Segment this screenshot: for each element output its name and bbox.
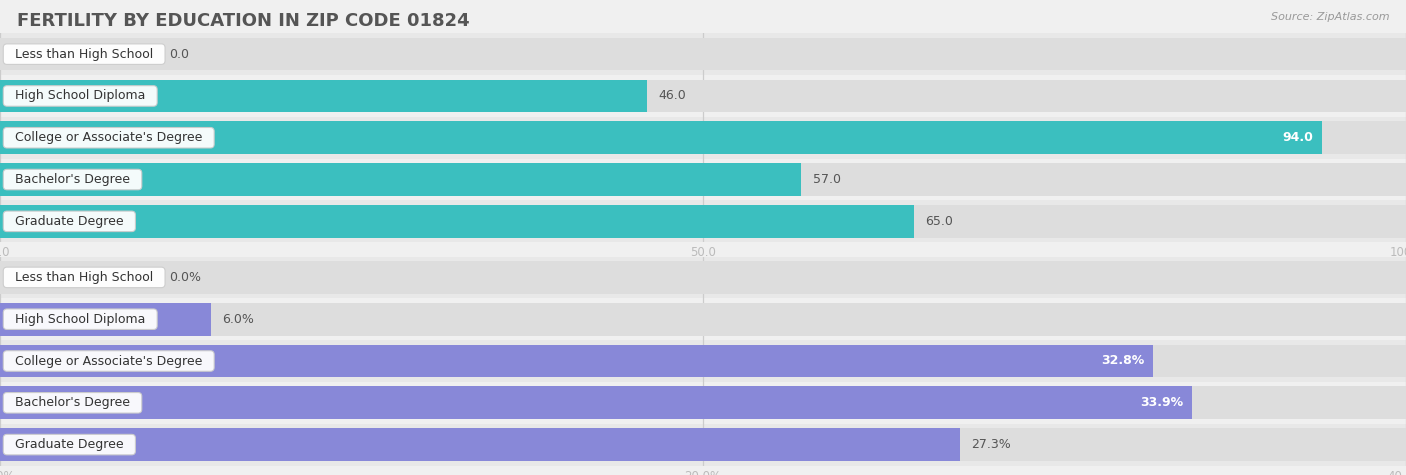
Bar (0, 80, 647, 112)
Bar (0, 117, 1406, 159)
Text: 57.0: 57.0 (813, 173, 841, 186)
Bar (0, 387, 1406, 419)
Bar (0, 80, 1406, 112)
Text: Less than High School: Less than High School (7, 271, 162, 284)
Bar (0, 205, 1406, 238)
Bar (0, 303, 1406, 335)
Text: College or Associate's Degree: College or Associate's Degree (7, 354, 211, 368)
Text: Bachelor's Degree: Bachelor's Degree (7, 173, 138, 186)
Text: High School Diploma: High School Diploma (7, 89, 153, 103)
Text: 65.0: 65.0 (925, 215, 953, 228)
Bar (0, 261, 1406, 294)
Bar (0, 298, 1406, 340)
Text: 33.9%: 33.9% (1140, 396, 1182, 409)
Bar (0, 256, 1406, 298)
Bar (0, 428, 1406, 461)
Text: Source: ZipAtlas.com: Source: ZipAtlas.com (1271, 12, 1389, 22)
Bar (0, 387, 1191, 419)
Text: Graduate Degree: Graduate Degree (7, 215, 132, 228)
Bar (0, 33, 1406, 75)
Text: 0.0%: 0.0% (169, 271, 201, 284)
Text: 27.3%: 27.3% (970, 438, 1011, 451)
Text: College or Associate's Degree: College or Associate's Degree (7, 131, 211, 144)
Bar (0, 345, 1153, 377)
Bar (0, 382, 1406, 424)
Bar (0, 345, 1406, 377)
Bar (0, 340, 1406, 382)
Text: Graduate Degree: Graduate Degree (7, 438, 132, 451)
Text: 32.8%: 32.8% (1101, 354, 1144, 368)
Bar (0, 200, 1406, 242)
Text: 0.0: 0.0 (169, 48, 188, 61)
Bar (0, 428, 960, 461)
Bar (0, 38, 1406, 70)
Bar (0, 122, 1322, 154)
Bar (0, 122, 1406, 154)
Text: Bachelor's Degree: Bachelor's Degree (7, 396, 138, 409)
Bar (0, 159, 1406, 200)
Text: 6.0%: 6.0% (222, 313, 254, 326)
Bar (0, 163, 1406, 196)
Bar (0, 424, 1406, 466)
Bar (0, 75, 1406, 117)
Bar (0, 303, 211, 335)
Text: 94.0: 94.0 (1282, 131, 1313, 144)
Text: Less than High School: Less than High School (7, 48, 162, 61)
Bar (0, 163, 801, 196)
Text: High School Diploma: High School Diploma (7, 313, 153, 326)
Bar (0, 205, 914, 238)
Text: 46.0: 46.0 (658, 89, 686, 103)
Text: FERTILITY BY EDUCATION IN ZIP CODE 01824: FERTILITY BY EDUCATION IN ZIP CODE 01824 (17, 12, 470, 30)
